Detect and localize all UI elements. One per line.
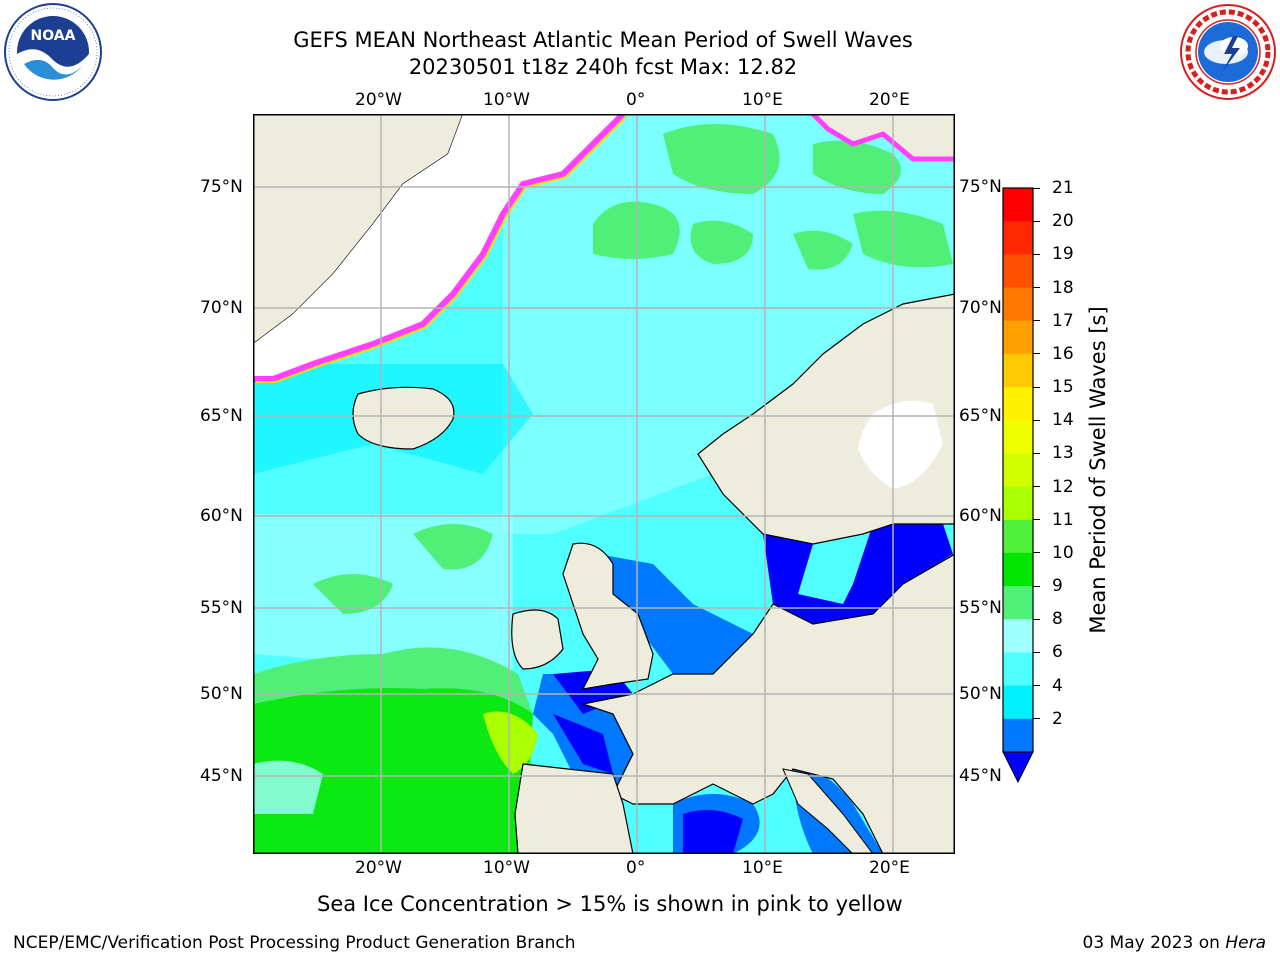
lat-label-right-55n: 55°N [959, 598, 1002, 618]
noaa-logo: NOAA [4, 3, 102, 101]
colorbar-tick-label: 13 [1052, 443, 1074, 464]
footer-host: Hera [1225, 933, 1266, 953]
colorbar-tick-mark [1033, 287, 1040, 289]
lat-label-left-55n: 55°N [200, 598, 243, 618]
colorbar-tick-mark [1033, 519, 1040, 521]
footer-date-text: 03 May 2023 on [1082, 933, 1220, 953]
plot-title-line2: 20230501 t18z 240h fcst Max: 12.82 [408, 55, 798, 79]
map-gridlines [253, 114, 955, 854]
colorbar-tick-label: 15 [1052, 377, 1074, 398]
lat-label-left-70n: 70°N [200, 298, 243, 318]
colorbar-tick-mark [1033, 486, 1040, 488]
lat-label-left-45n: 45°N [200, 766, 243, 786]
lon-label-bottom-10w: 10°W [483, 858, 530, 878]
lon-label-bottom-20e: 20°E [869, 858, 910, 878]
colorbar-segment [1003, 221, 1033, 255]
plot-title-line1: GEFS MEAN Northeast Atlantic Mean Period… [293, 28, 913, 52]
colorbar-tick-mark [1033, 585, 1040, 587]
colorbar-tick-mark [1033, 718, 1040, 720]
colorbar-tick-label: 14 [1052, 410, 1074, 431]
lon-label-top-20e: 20°E [869, 90, 910, 110]
colorbar-tick-mark [1033, 618, 1040, 620]
colorbar-tick-mark [1033, 187, 1040, 189]
colorbar-segment [1003, 453, 1033, 488]
colorbar-tick-label: 21 [1052, 178, 1074, 198]
lat-label-right-65n: 65°N [959, 406, 1002, 426]
lon-label-top-20w: 20°W [355, 90, 402, 110]
lat-label-left-60n: 60°N [200, 506, 243, 526]
nws-logo [1180, 4, 1276, 100]
colorbar-segment [1003, 552, 1033, 587]
colorbar [1002, 187, 1034, 784]
colorbar-segment [1003, 619, 1033, 653]
colorbar-tick-mark [1033, 651, 1040, 653]
colorbar-segment [1003, 486, 1033, 521]
noaa-logo-text: NOAA [31, 28, 76, 44]
footer-credit: NCEP/EMC/Verification Post Processing Pr… [13, 933, 576, 953]
colorbar-tick-mark [1033, 419, 1040, 421]
colorbar-tick-label: 4 [1052, 675, 1063, 696]
colorbar-tick-label: 12 [1052, 476, 1074, 497]
lon-label-bottom-0: 0° [626, 858, 646, 878]
colorbar-tick-label: 18 [1052, 277, 1074, 298]
colorbar-segment [1003, 652, 1033, 687]
colorbar-tick-label: 6 [1052, 642, 1063, 663]
lat-label-left-65n: 65°N [200, 406, 243, 426]
map-panel [253, 114, 955, 854]
colorbar-segment [1003, 718, 1033, 753]
colorbar-tick-mark [1033, 552, 1040, 554]
colorbar-tick-label: 19 [1052, 244, 1074, 265]
colorbar-tick-mark [1033, 220, 1040, 222]
lon-label-top-10e: 10°E [742, 90, 783, 110]
lon-label-bottom-20w: 20°W [355, 858, 402, 878]
colorbar-tick-label: 9 [1052, 576, 1063, 597]
lon-label-top-10w: 10°W [483, 90, 530, 110]
colorbar-segment [1003, 685, 1033, 720]
lat-label-left-75n: 75°N [200, 177, 243, 197]
colorbar-tick-mark [1033, 320, 1040, 322]
colorbar-tick-mark [1033, 452, 1040, 454]
colorbar-tick-label: 10 [1052, 542, 1074, 563]
colorbar-segment [1003, 320, 1033, 355]
lon-label-top-0: 0° [626, 90, 646, 110]
colorbar-tick-mark [1033, 386, 1040, 388]
colorbar-tick-label: 16 [1052, 343, 1074, 364]
lon-label-bottom-10e: 10°E [742, 858, 783, 878]
colorbar-tick-label: 17 [1052, 310, 1074, 331]
colorbar-segment [1003, 353, 1033, 388]
colorbar-tick-label: 11 [1052, 509, 1074, 530]
footer-date: 03 May 2023 on Hera [1083, 932, 1267, 954]
colorbar-tick-label: 8 [1052, 609, 1063, 630]
colorbar-segment [1003, 586, 1033, 620]
colorbar-label: Mean Period of Swell Waves [s] [1086, 306, 1110, 634]
colorbar-tick-mark [1033, 253, 1040, 255]
lat-label-right-45n: 45°N [959, 766, 1002, 786]
colorbar-tick-label: 2 [1052, 708, 1063, 729]
lat-label-right-70n: 70°N [959, 298, 1002, 318]
colorbar-segment [1003, 387, 1033, 421]
colorbar-underflow-triangle [1002, 751, 1034, 784]
lat-label-right-50n: 50°N [959, 684, 1002, 704]
colorbar-tick-mark [1033, 685, 1040, 687]
colorbar-segment [1003, 420, 1033, 454]
lat-label-right-75n: 75°N [959, 177, 1002, 197]
colorbar-segment [1003, 287, 1033, 322]
lat-label-left-50n: 50°N [200, 684, 243, 704]
colorbar-segment [1003, 254, 1033, 289]
sea-ice-note: Sea Ice Concentration > 15% is shown in … [317, 892, 903, 916]
lat-label-right-60n: 60°N [959, 506, 1002, 526]
colorbar-tick-mark [1033, 353, 1040, 355]
colorbar-segment [1003, 188, 1033, 222]
colorbar-segment [1003, 519, 1033, 554]
colorbar-tick-label: 20 [1052, 211, 1074, 232]
